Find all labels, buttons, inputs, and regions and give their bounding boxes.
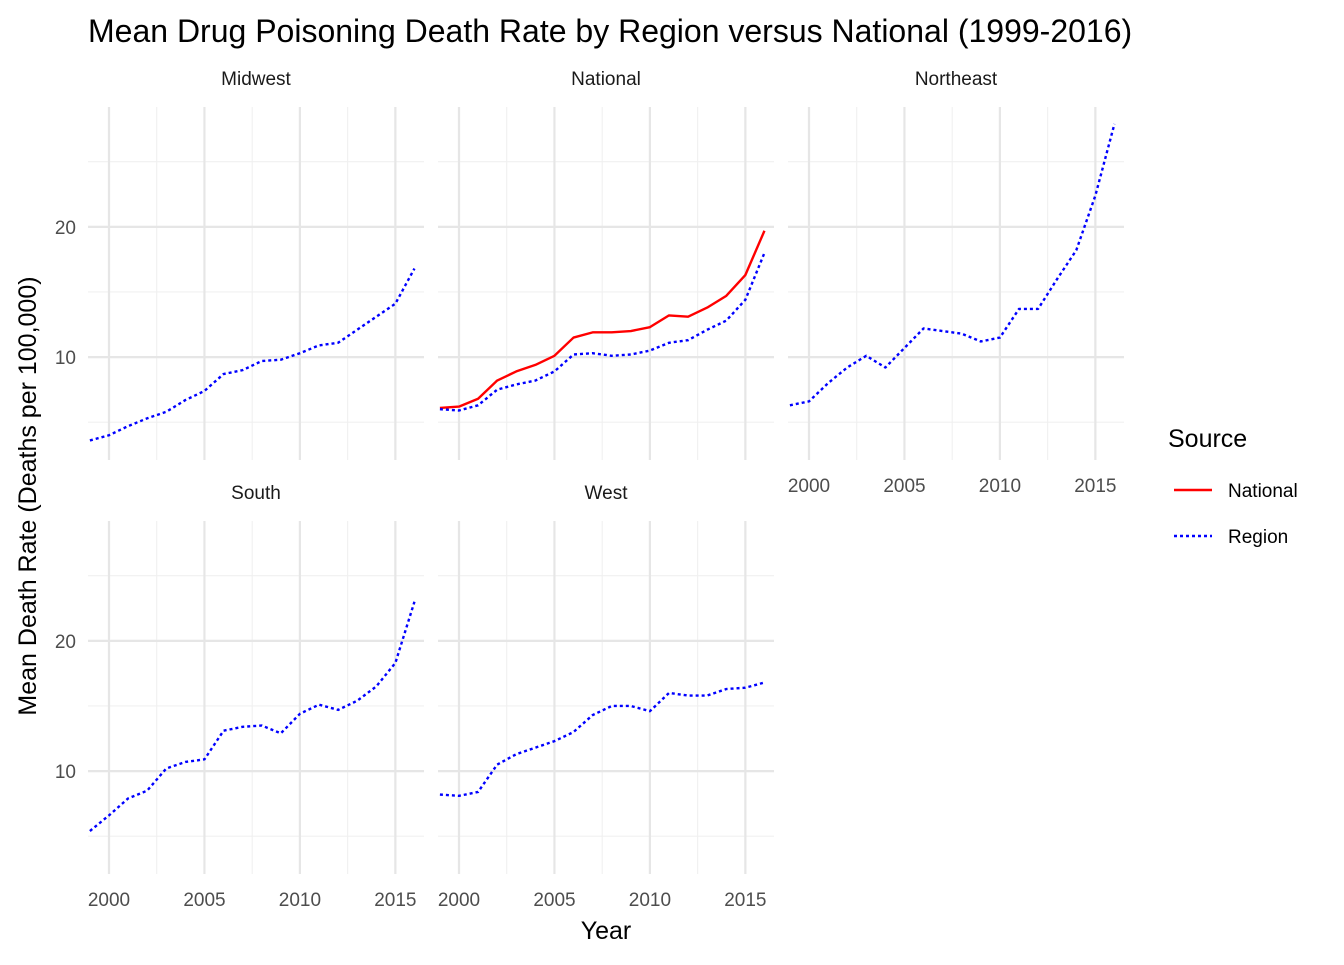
legend: Source National Region: [1168, 425, 1298, 548]
strip-label-midwest: Midwest: [221, 69, 291, 90]
y-tick-label: 20: [55, 218, 76, 239]
x-tick-label: 2005: [183, 890, 225, 911]
x-tick-label: 2005: [883, 476, 925, 497]
legend-label-national: National: [1228, 481, 1298, 502]
series-line-region-midwest: [89, 267, 416, 442]
series-line-region-northeast: [789, 123, 1116, 407]
panel-west: West 2000 2005 2010 2015: [438, 483, 774, 911]
y-tick-label: 10: [55, 762, 76, 783]
x-tick-label: 2015: [374, 890, 416, 911]
y-axis-title: Mean Death Rate (Deaths per 100,000): [14, 276, 42, 715]
strip-label-south: South: [231, 483, 281, 504]
x-tick-label: 2015: [1074, 476, 1116, 497]
x-tick-label: 2000: [88, 890, 130, 911]
series-line-region-south: [89, 601, 416, 832]
x-axis-title: Year: [581, 917, 632, 945]
x-tick-label: 2010: [629, 890, 671, 911]
legend-label-region: Region: [1228, 527, 1288, 548]
strip-label-west: West: [585, 483, 629, 504]
series-line-national-national: [439, 230, 766, 410]
x-tick-label: 2000: [788, 476, 830, 497]
y-tick-label: 20: [55, 632, 76, 653]
x-tick-label: 2000: [438, 890, 480, 911]
panel-south: South 10 20 2000 2005 2010 2015: [55, 483, 424, 911]
panel-midwest: Midwest 10 20: [55, 69, 424, 460]
strip-label-northeast: Northeast: [915, 69, 998, 90]
panel-northeast: Northeast 2000 2005 2010 2015: [788, 69, 1124, 497]
x-tick-label: 2015: [724, 890, 766, 911]
legend-title: Source: [1168, 425, 1247, 453]
x-tick-label: 2010: [979, 476, 1021, 497]
strip-label-national: National: [571, 69, 641, 90]
series-line-region-west: [439, 681, 765, 798]
x-tick-label: 2005: [533, 890, 575, 911]
x-tick-label: 2010: [279, 890, 321, 911]
chart-title: Mean Drug Poisoning Death Rate by Region…: [88, 13, 1132, 49]
y-tick-label: 10: [55, 348, 76, 369]
panel-national: National: [438, 69, 774, 460]
